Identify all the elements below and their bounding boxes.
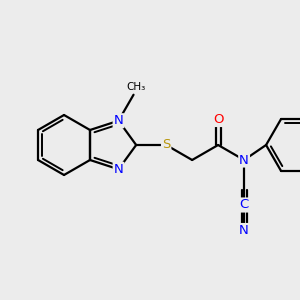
Text: C: C [239, 199, 249, 212]
Text: N: N [114, 114, 123, 127]
Text: CH₃: CH₃ [126, 82, 145, 92]
Text: S: S [162, 139, 170, 152]
Text: N: N [239, 224, 249, 237]
Text: N: N [114, 163, 123, 176]
Text: O: O [213, 113, 224, 126]
Text: N: N [239, 154, 249, 166]
